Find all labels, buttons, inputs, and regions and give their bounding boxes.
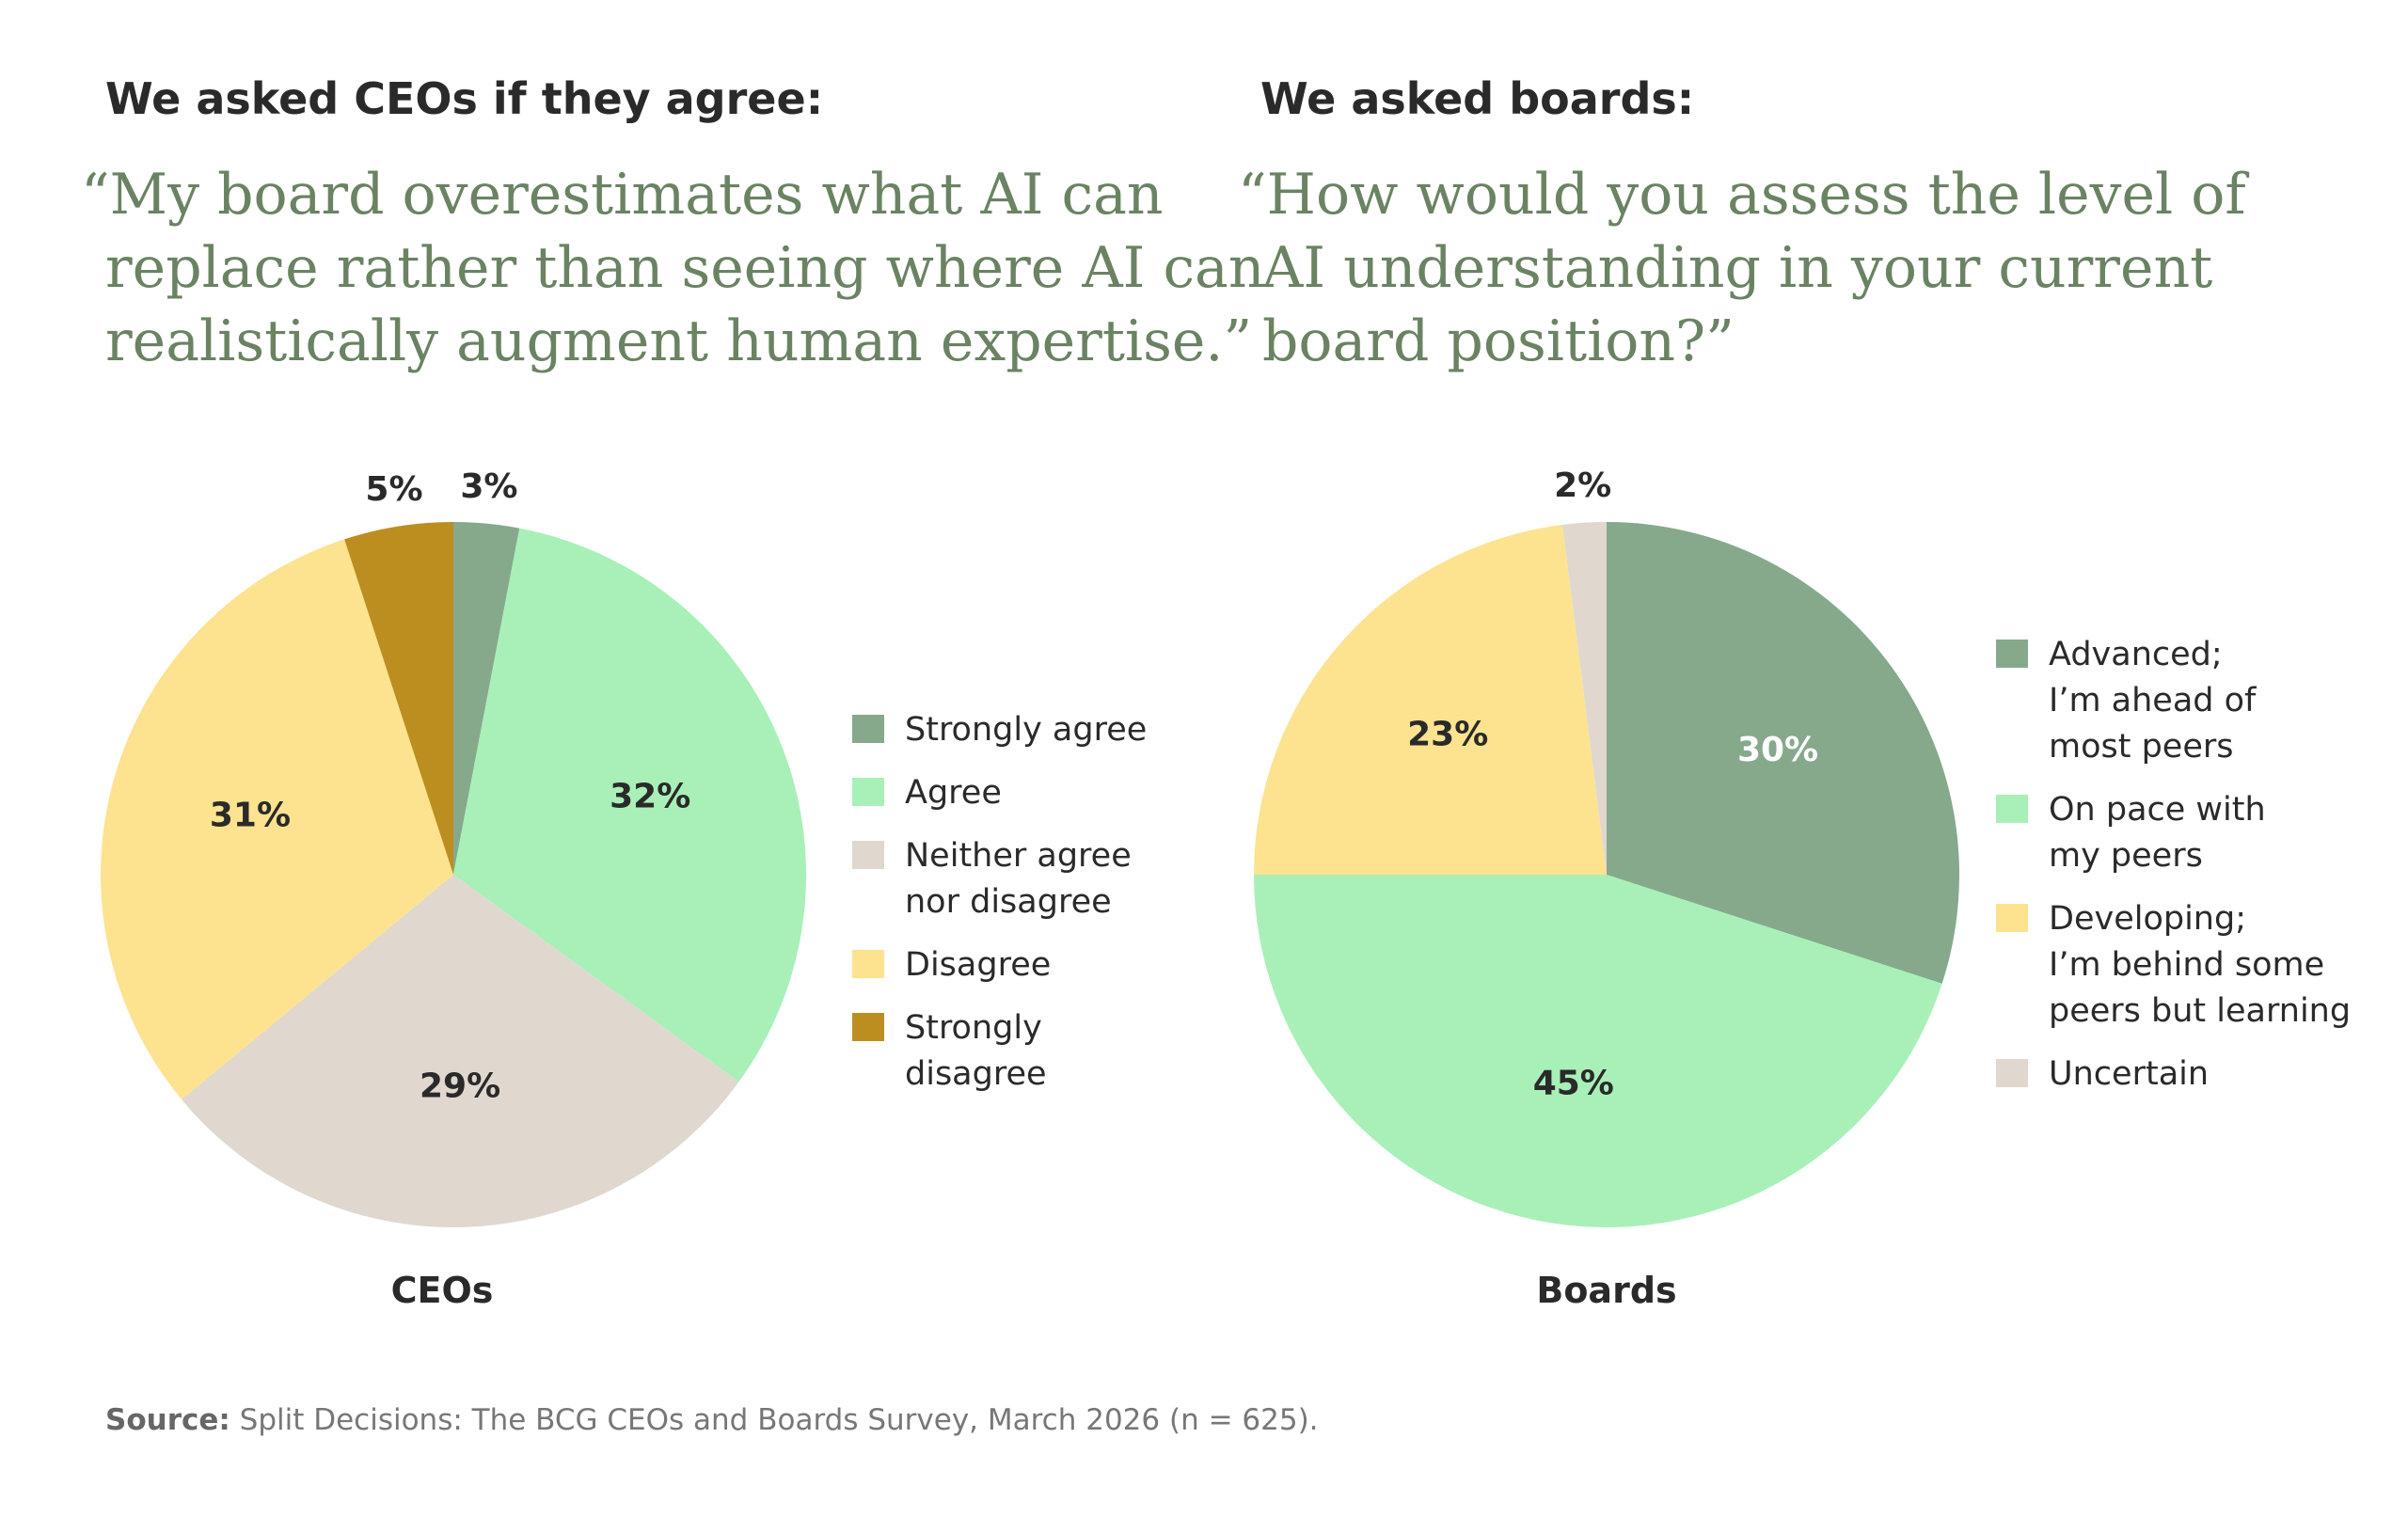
legend-label: Advanced; I’m ahead of most peers [2049, 636, 2257, 766]
legend-label: Strongly disagree [905, 1009, 1047, 1093]
pie-value-label: 30% [1737, 731, 1818, 769]
pie-slice-agree [453, 528, 806, 1083]
legend-item-strongly-disagree: Strongly disagree [852, 1005, 1185, 1098]
boards-legend: Advanced; I’m ahead of most peers On pace… [1996, 632, 2351, 1114]
boards-quote-line: AI understanding in your current [1262, 235, 2213, 301]
boards-pie-chart: 30% 45% 23% 2% Boards [1254, 466, 1959, 1311]
pie-value-label: 2% [1554, 466, 1611, 505]
ceo-quote-line: “My board overestimates what AI can [81, 162, 1164, 228]
pie-value-label: 31% [210, 797, 291, 835]
boards-panel: We asked boards: “How would you assess t… [1185, 0, 2408, 1373]
legend-label: Neither agree nor disagree [905, 837, 1132, 921]
legend-item-agree: Agree [852, 770, 1185, 816]
source-text: Split Decisions: The BCG CEOs and Boards… [230, 1403, 1319, 1437]
legend-item-advanced-i-m-ahead-of-most-peers: Advanced; I’m ahead of most peers [1996, 632, 2351, 770]
legend-swatch [1996, 795, 2028, 823]
pie-slice-disagree [101, 539, 453, 1100]
source-label: Source: [105, 1403, 230, 1437]
source-note: Source: Split Decisions: The BCG CEOs an… [105, 1403, 1319, 1437]
pie-slice-uncertain [1562, 522, 1607, 875]
legend-label: Uncertain [2049, 1055, 2210, 1093]
pie-value-label: 29% [420, 1067, 500, 1105]
legend-item-uncertain: Uncertain [1996, 1051, 2351, 1098]
pie-value-label: 45% [1533, 1065, 1614, 1103]
ceo-heading: We asked CEOs if they agree: [105, 73, 824, 124]
legend-label: Disagree [905, 946, 1052, 984]
pie-value-label: 3% [460, 467, 517, 506]
chart-title: CEOs [391, 1270, 494, 1311]
legend-item-neither-agree-nor-disagree: Neither agree nor disagree [852, 833, 1185, 925]
legend-item-strongly-agree: Strongly agree [852, 707, 1185, 753]
pie-slice-strongly-agree [453, 522, 520, 875]
pie-slice-strongly-disagree [344, 522, 453, 875]
legend-swatch [852, 950, 884, 978]
ceo-quote: “My board overestimates what AI can repl… [81, 158, 1265, 378]
boards-heading: We asked boards: [1260, 73, 1695, 124]
legend-label: On pace with my peers [2049, 791, 2266, 875]
legend-label: Strongly agree [905, 711, 1148, 749]
boards-quote: “How would you assess the level of AI un… [1238, 158, 2367, 378]
legend-swatch [852, 715, 884, 743]
legend-item-disagree: Disagree [852, 942, 1185, 988]
legend-swatch [1996, 904, 2028, 932]
boards-quote-line: board position?” [1262, 308, 1735, 374]
ceo-panel: We asked CEOs if they agree: “My board o… [0, 0, 1264, 1373]
legend-swatch [852, 1013, 884, 1041]
pie-value-label: 23% [1407, 716, 1488, 754]
legend-item-on-pace-with-my-peers: On pace with my peers [1996, 787, 2351, 879]
boards-quote-line: “How would you assess the level of [1238, 162, 2246, 228]
ceo-pie-chart: 3% 32% 29% 31% 5% CEOs [101, 467, 806, 1311]
pie-slice-neither-agree-nor-disagree [182, 875, 739, 1227]
chart-title: Boards [1536, 1270, 1676, 1311]
legend-item-developing-i-m-behind-some-peers-but-learning: Developing; I’m behind some peers but le… [1996, 896, 2351, 1035]
pie-slice-on-pace-with-my-peers [1254, 875, 1942, 1227]
legend-swatch [852, 841, 884, 869]
legend-label: Developing; I’m behind some peers but le… [2049, 900, 2352, 1030]
legend-swatch [1996, 1059, 2028, 1087]
pie-slice-advanced-i-m-ahead-of-most-peers [1607, 522, 1959, 984]
ceo-quote-line: realistically augment human expertise.” [105, 308, 1253, 374]
pie-value-label: 5% [365, 470, 422, 509]
ceo-quote-line: replace rather than seeing where AI can [105, 235, 1265, 301]
pie-slice-developing-i-m-behind-some-peers-but-learning [1254, 524, 1607, 875]
legend-swatch [852, 778, 884, 806]
pie-value-label: 32% [610, 778, 690, 816]
ceo-legend: Strongly agree Agree Neither agree nor dis… [852, 707, 1185, 1114]
legend-label: Agree [905, 774, 1002, 812]
legend-swatch [1996, 640, 2028, 668]
